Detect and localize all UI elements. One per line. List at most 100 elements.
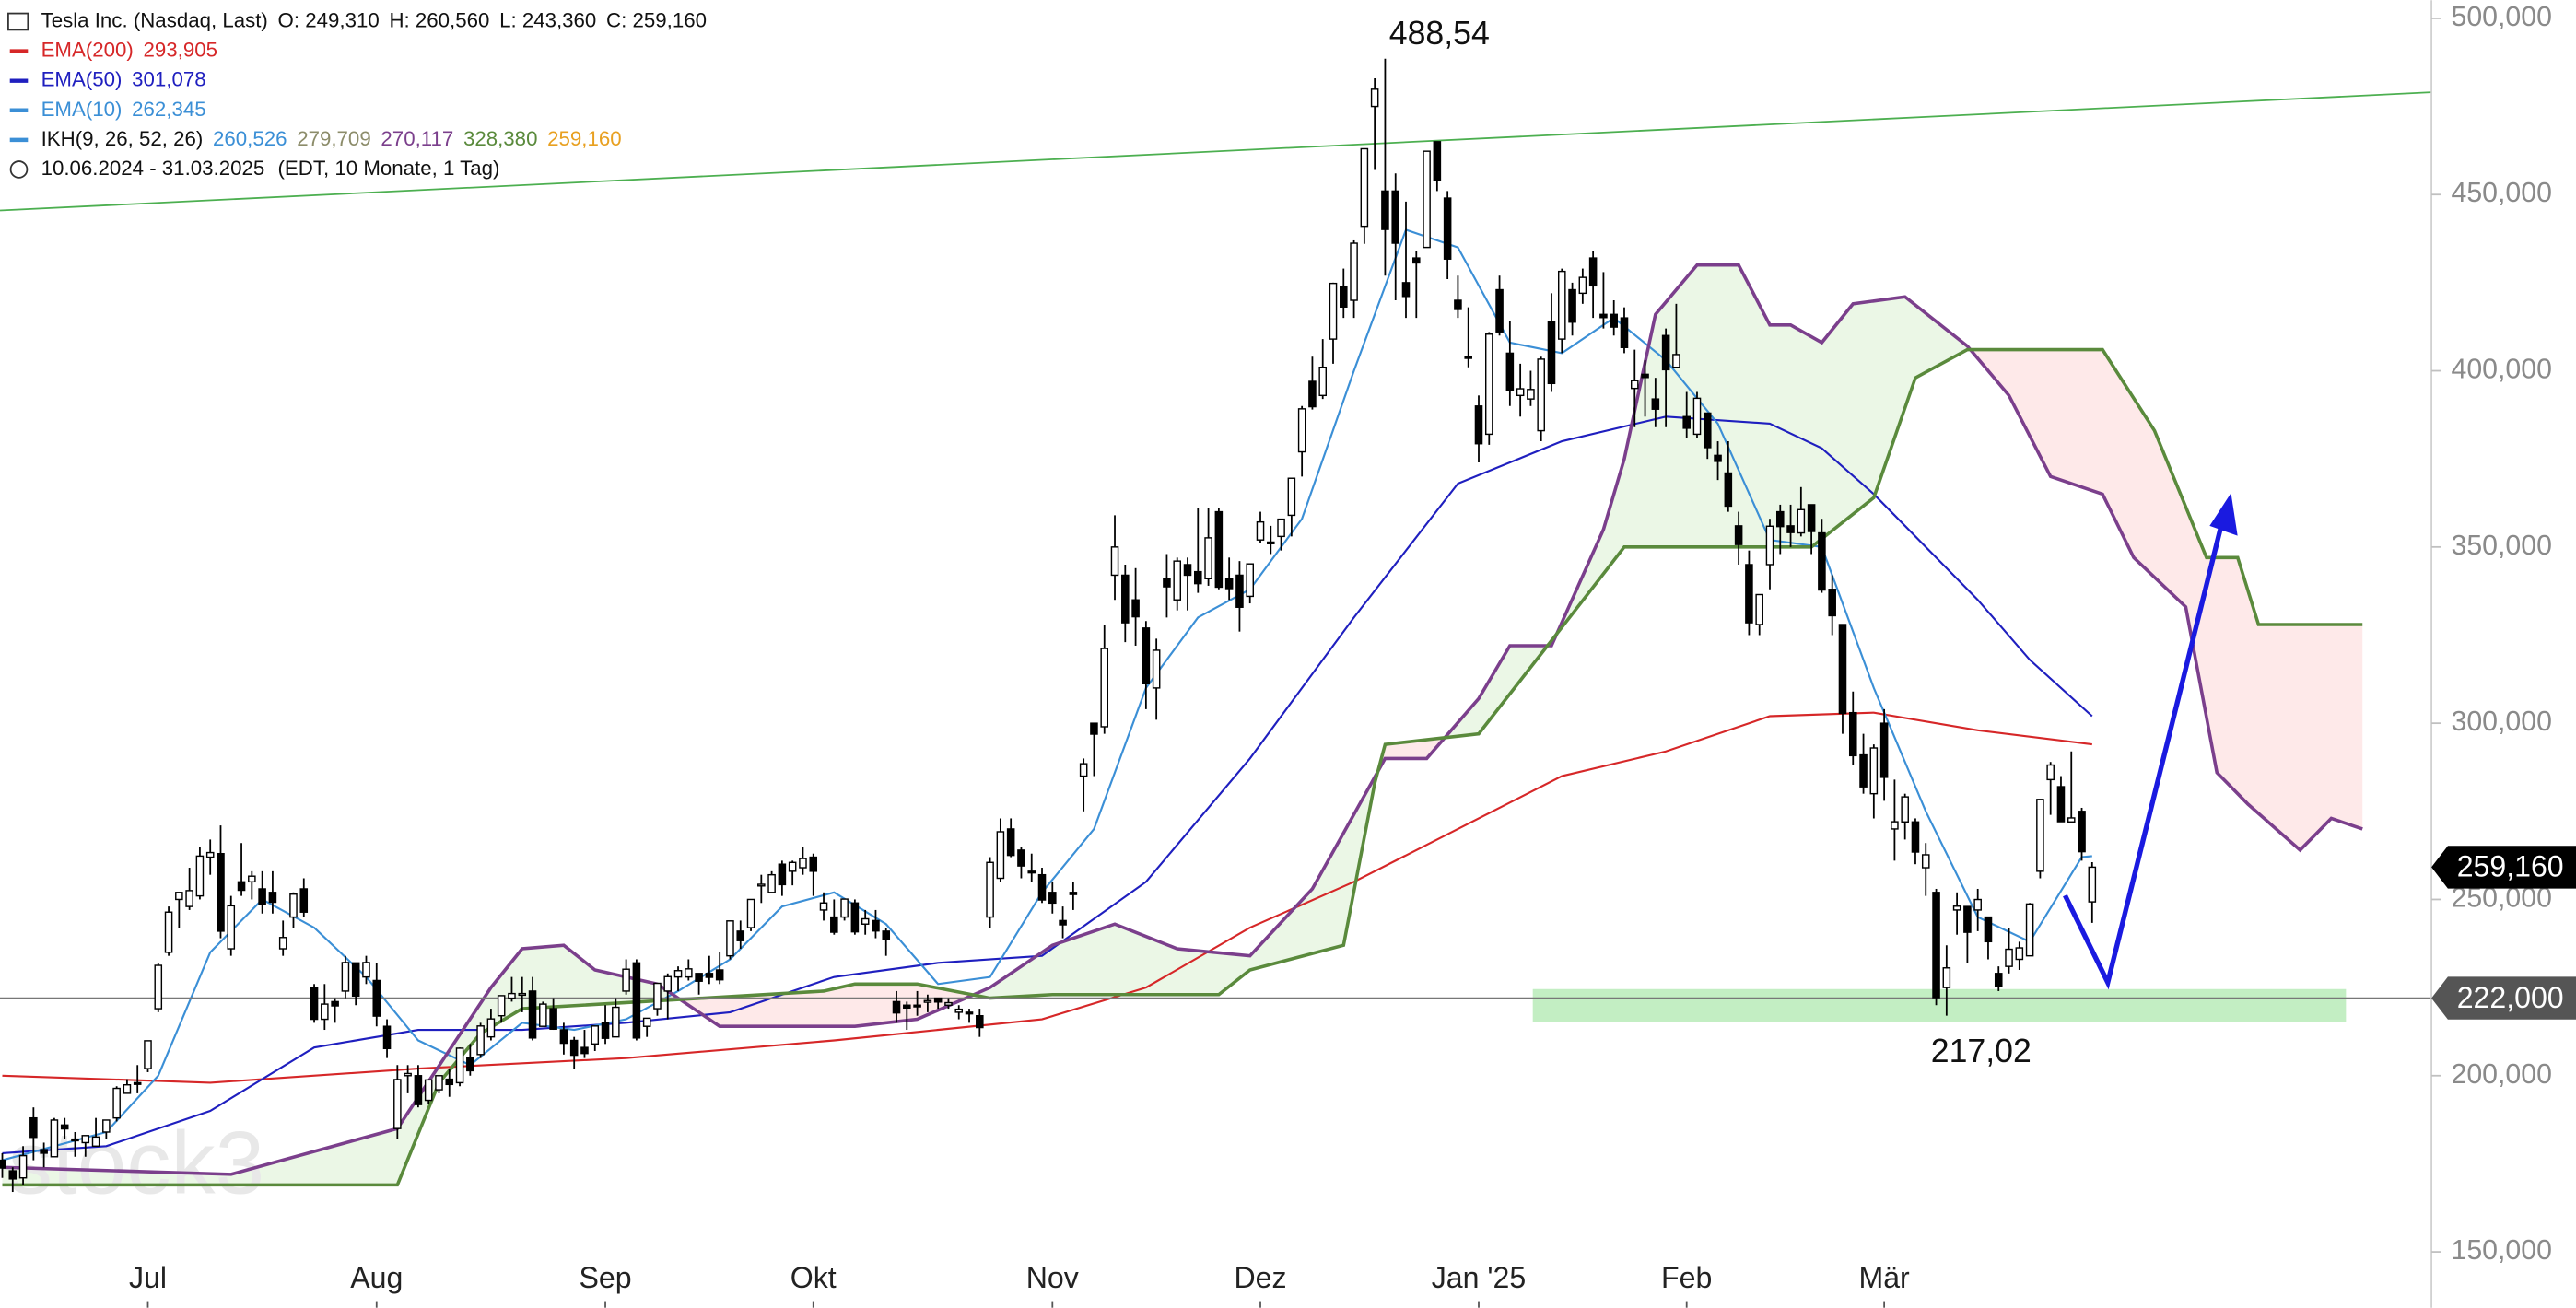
candle-body <box>642 1017 651 1027</box>
price-tag-label: 222,000 <box>2457 981 2564 1014</box>
candle-body <box>8 1170 18 1180</box>
candle-body <box>2005 948 2013 967</box>
candle-body <box>840 898 849 918</box>
candle-body <box>1277 518 1285 538</box>
legend-text: (EDT, 10 Monate, 1 Tag) <box>278 157 500 180</box>
cloud-fill <box>1973 349 2363 850</box>
candle-body <box>695 973 703 982</box>
candle-body <box>1246 563 1255 598</box>
candle-body <box>508 992 516 999</box>
candle-body <box>382 1025 392 1050</box>
candle-body <box>663 975 673 992</box>
candle-body <box>1838 624 1847 715</box>
candle-body <box>1142 627 1151 685</box>
candle-body <box>1672 354 1680 368</box>
legend-header: Tesla Inc. (Nasdaq, Last) O: 249,310 H: 26… <box>41 8 707 31</box>
y-tick-label: 200,000 <box>2451 1059 2552 1090</box>
legend-text: 279,709 <box>297 127 370 150</box>
legend-text: Tesla Inc. (Nasdaq, Last) <box>41 8 268 31</box>
candle-body <box>1797 508 1806 534</box>
candle-body <box>1661 334 1670 371</box>
candle-body <box>486 1018 496 1038</box>
candle-body <box>1818 531 1826 591</box>
candle-body <box>673 970 683 978</box>
candle-body <box>1879 722 1889 778</box>
line-series <box>2 711 2092 1084</box>
candle-body <box>1641 373 1649 379</box>
candle-body <box>1859 753 1868 788</box>
candle-body <box>1256 520 1265 541</box>
candle-body <box>1163 578 1171 588</box>
candle-body <box>1214 510 1224 589</box>
candle-body <box>1692 397 1702 436</box>
candle-body <box>2036 799 2044 872</box>
candle-body <box>850 902 860 933</box>
candle-body <box>91 1136 100 1147</box>
candle-body <box>185 890 193 907</box>
legend-text: IKH(9, 26, 52, 26) <box>41 127 204 150</box>
candle-body <box>1963 905 1972 933</box>
legend-item: EMA(10) 262,345 <box>41 98 206 121</box>
candle-body <box>809 856 818 872</box>
legend-text: L: 243,360 <box>499 8 596 31</box>
candle-body <box>1724 472 1733 508</box>
candle-body <box>1588 257 1598 287</box>
candle-body <box>1952 905 1961 911</box>
candle-body <box>1537 358 1545 432</box>
legend-text: 270,117 <box>381 127 453 150</box>
candle-body <box>1610 313 1618 328</box>
candle-body <box>1599 313 1608 319</box>
candle-body <box>903 1004 911 1010</box>
candle-body <box>799 858 807 869</box>
candle-body <box>1568 288 1576 323</box>
candle-body <box>1630 380 1639 390</box>
candle-body <box>1183 564 1192 577</box>
legend-text: EMA(50) <box>41 68 123 91</box>
candle-body <box>1370 88 1379 108</box>
candle-body <box>1828 589 1836 617</box>
candle-body <box>726 920 734 957</box>
candle-body <box>861 917 870 925</box>
candle-body <box>1017 849 1025 867</box>
legend-text: 260,526 <box>213 127 287 150</box>
legend-clock <box>9 160 29 179</box>
candle-body <box>539 1003 547 1027</box>
legend-text: 328,380 <box>463 127 538 150</box>
candle-body <box>351 962 360 998</box>
candle-body <box>321 1003 329 1021</box>
candle-body <box>653 982 662 1010</box>
candle-body <box>1505 352 1515 391</box>
candle-body <box>1340 285 1348 308</box>
candle-body <box>1318 366 1327 397</box>
candle-body <box>872 919 880 932</box>
candle-body <box>1734 525 1743 545</box>
candle-body <box>1516 388 1525 397</box>
x-tick-label: Mär <box>1858 1261 1910 1294</box>
candle-body <box>60 1124 69 1130</box>
candle-body <box>830 916 838 933</box>
candle-body <box>1308 380 1317 408</box>
arrow <box>2063 525 2224 990</box>
candle-body <box>1267 541 1275 544</box>
candle-body <box>1578 276 1587 295</box>
y-tick-label: 400,000 <box>2451 355 2552 385</box>
candle-body <box>1069 892 1078 895</box>
candle-body <box>944 1001 953 1006</box>
high-label: 488,54 <box>1389 15 1490 52</box>
candle-body <box>1786 525 1795 533</box>
candle-body <box>29 1116 38 1139</box>
candle-body <box>767 873 776 893</box>
y-tick-label: 500,000 <box>2451 2 2552 32</box>
y-tick-label: 350,000 <box>2451 531 2552 561</box>
legend-text: 293,905 <box>144 38 218 61</box>
trend-line <box>0 91 2432 212</box>
candle-body <box>612 1006 620 1038</box>
candle-body <box>341 962 350 992</box>
candle-body <box>2088 866 2097 903</box>
legend-item: IKH(9, 26, 52, 26) 260,526 279,709 270,117 3… <box>41 127 622 150</box>
candle-body <box>217 853 225 932</box>
low-label: 217,02 <box>1931 1033 2032 1069</box>
candle-body <box>445 1078 454 1086</box>
candle-body <box>1485 333 1493 436</box>
candle-body <box>1891 821 1899 830</box>
